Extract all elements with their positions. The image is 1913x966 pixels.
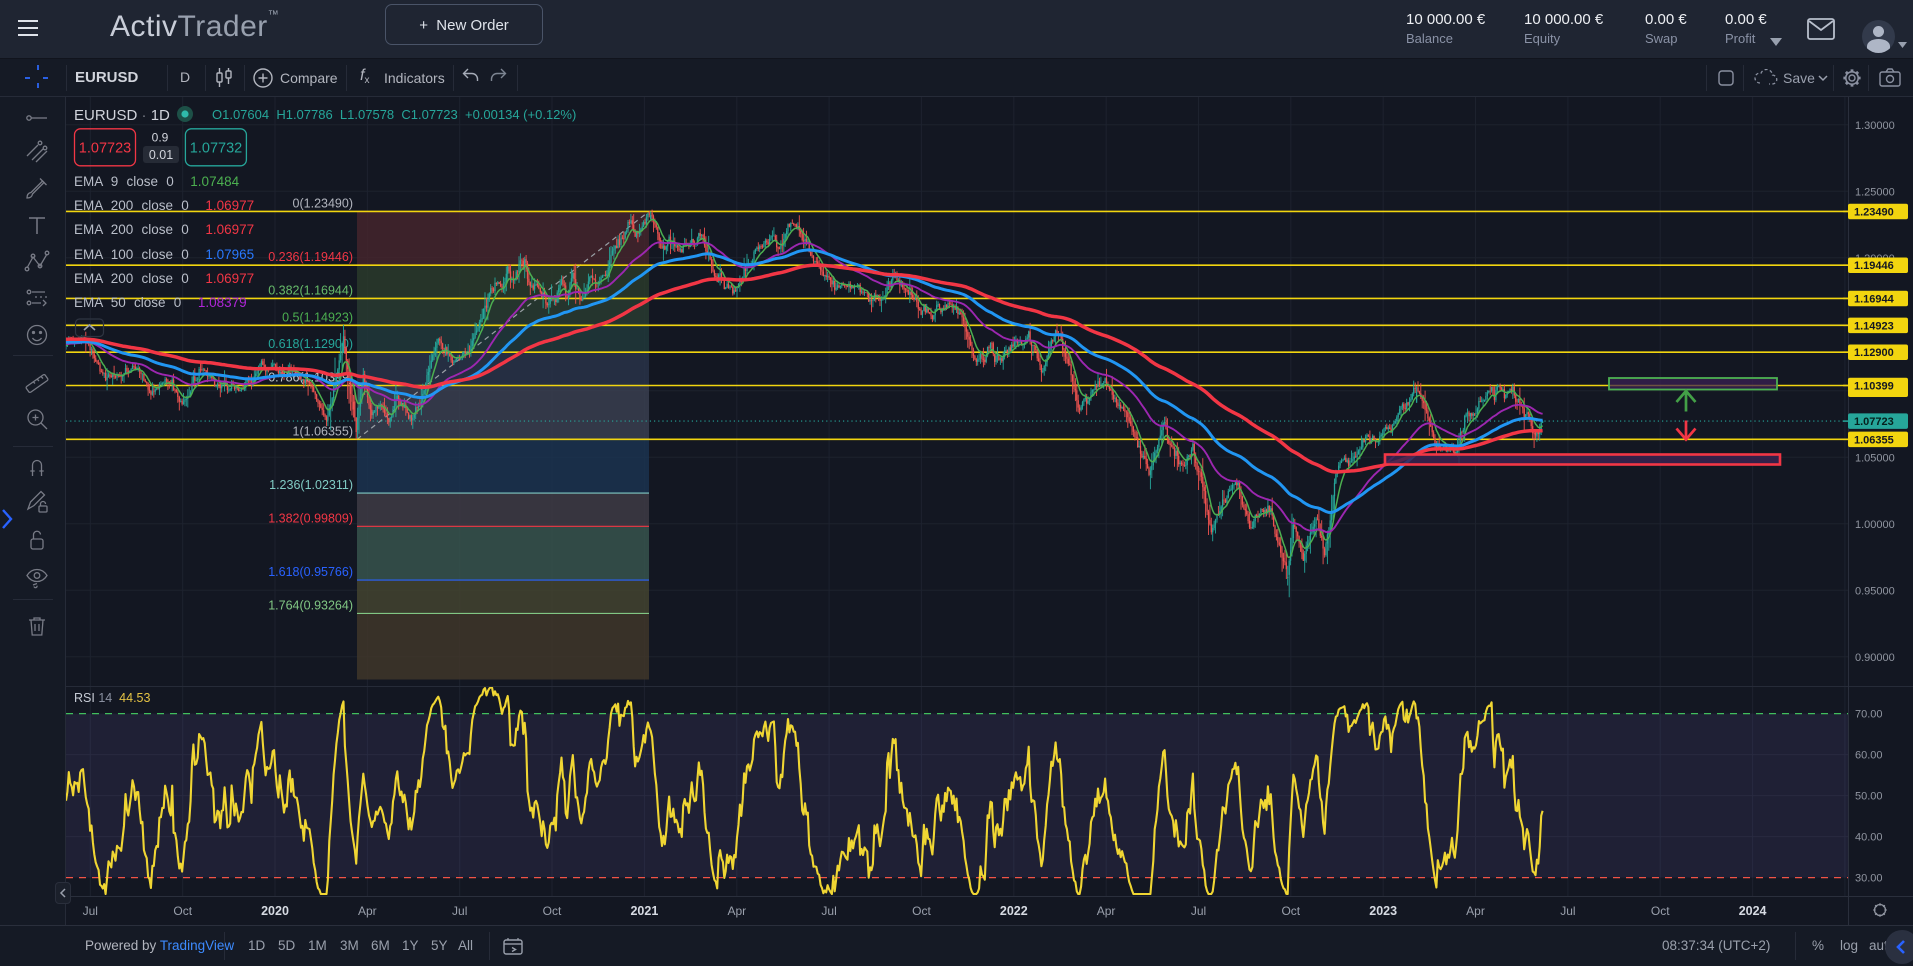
svg-text:Jul: Jul xyxy=(452,904,467,918)
svg-text:EURUSD · 1D: EURUSD · 1D xyxy=(74,107,170,124)
svg-text:1.07732: 1.07732 xyxy=(190,141,242,157)
svg-text:1.12900: 1.12900 xyxy=(1854,347,1894,359)
svg-text:1.236(1.02311): 1.236(1.02311) xyxy=(269,478,353,492)
svg-text:1.23490: 1.23490 xyxy=(1854,206,1894,218)
svg-text:EMA 200 close 0 1.06977: EMA 200 close 0 1.06977 xyxy=(74,222,254,237)
svg-text:Oct: Oct xyxy=(1281,904,1300,918)
svg-text:0.95000: 0.95000 xyxy=(1855,585,1895,597)
svg-text:50.00: 50.00 xyxy=(1855,791,1883,803)
svg-text:Apr: Apr xyxy=(1097,904,1116,918)
svg-text:Apr: Apr xyxy=(1466,904,1485,918)
svg-text:1.16944: 1.16944 xyxy=(1854,293,1895,305)
svg-text:2020: 2020 xyxy=(261,904,289,918)
svg-text:Apr: Apr xyxy=(358,904,377,918)
svg-text:1.25000: 1.25000 xyxy=(1855,186,1895,198)
svg-text:Oct: Oct xyxy=(543,904,562,918)
svg-text:Jul: Jul xyxy=(83,904,98,918)
svg-text:Oct: Oct xyxy=(1651,904,1670,918)
svg-text:1.00000: 1.00000 xyxy=(1855,519,1895,531)
svg-text:1.618(0.95766): 1.618(0.95766) xyxy=(268,565,353,579)
svg-text:EMA 200 close 0 1.06977: EMA 200 close 0 1.06977 xyxy=(74,198,254,213)
svg-text:Jul: Jul xyxy=(821,904,836,918)
svg-text:1.10399: 1.10399 xyxy=(1854,381,1894,393)
svg-text:EMA 100 close 0 1.07965: EMA 100 close 0 1.07965 xyxy=(74,247,254,262)
svg-text:0(1.23490): 0(1.23490) xyxy=(293,196,353,210)
svg-text:1.07723: 1.07723 xyxy=(1854,416,1894,428)
svg-text:Jul: Jul xyxy=(1560,904,1575,918)
svg-text:1.14923: 1.14923 xyxy=(1854,320,1894,332)
svg-text:0.236(1.19446): 0.236(1.19446) xyxy=(268,250,353,264)
svg-text:Apr: Apr xyxy=(727,904,746,918)
svg-text:1.07723: 1.07723 xyxy=(79,141,131,157)
svg-text:O1.07604 H1.07786 L1.07578: O1.07604 H1.07786 L1.07578 C1.07723 +0.0… xyxy=(212,107,576,122)
svg-text:2021: 2021 xyxy=(630,904,658,918)
svg-text:40.00: 40.00 xyxy=(1855,832,1883,844)
svg-text:0.5(1.14923): 0.5(1.14923) xyxy=(282,310,353,324)
svg-text:EMA 50 close 0 1.08379: EMA 50 close 0 1.08379 xyxy=(74,295,247,310)
svg-text:2023: 2023 xyxy=(1369,904,1397,918)
svg-text:60.00: 60.00 xyxy=(1855,750,1883,762)
svg-text:0.618(1.12900): 0.618(1.12900) xyxy=(268,337,353,351)
svg-text:1.382(0.99809): 1.382(0.99809) xyxy=(268,511,353,525)
svg-text:0.382(1.16944): 0.382(1.16944) xyxy=(268,283,353,297)
svg-text:1.05000: 1.05000 xyxy=(1855,452,1895,464)
svg-text:0.9: 0.9 xyxy=(152,131,169,145)
svg-text:2022: 2022 xyxy=(1000,904,1028,918)
svg-text:70.00: 70.00 xyxy=(1855,709,1883,721)
svg-text:RSI 14 44.53: RSI 14 44.53 xyxy=(74,691,151,705)
svg-text:EMA 200 close 0 1.06977: EMA 200 close 0 1.06977 xyxy=(74,271,254,286)
svg-text:1.06355: 1.06355 xyxy=(1854,434,1894,446)
svg-text:1.30000: 1.30000 xyxy=(1855,120,1895,132)
svg-text:Oct: Oct xyxy=(173,904,192,918)
svg-text:Oct: Oct xyxy=(912,904,931,918)
svg-text:1.19446: 1.19446 xyxy=(1854,260,1894,272)
svg-text:EMA 9 close 0 1.07484: EMA 9 close 0 1.07484 xyxy=(74,174,240,189)
svg-text:1.764(0.93264): 1.764(0.93264) xyxy=(268,598,353,612)
svg-text:30.00: 30.00 xyxy=(1855,873,1883,885)
svg-text:1(1.06355): 1(1.06355) xyxy=(293,424,353,438)
svg-text:Jul: Jul xyxy=(1191,904,1206,918)
svg-text:2024: 2024 xyxy=(1739,904,1767,918)
svg-text:0.90000: 0.90000 xyxy=(1855,652,1895,664)
svg-text:0.01: 0.01 xyxy=(149,148,173,162)
